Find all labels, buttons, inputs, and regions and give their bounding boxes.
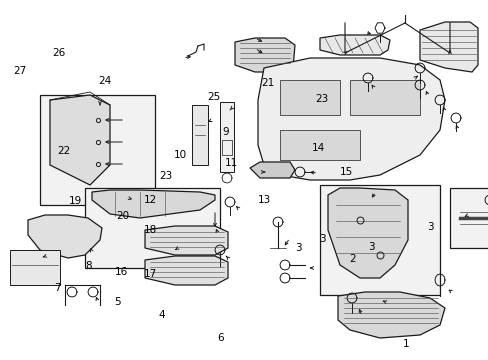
Text: 23: 23 <box>159 171 173 181</box>
Polygon shape <box>145 256 227 285</box>
Bar <box>449 188 488 248</box>
Bar <box>222 140 231 155</box>
Text: 10: 10 <box>173 150 186 160</box>
Bar <box>85 188 220 268</box>
Polygon shape <box>337 292 444 338</box>
Text: 21: 21 <box>261 78 274 88</box>
Text: 11: 11 <box>224 158 238 168</box>
Text: 2: 2 <box>348 254 355 264</box>
Polygon shape <box>258 58 444 180</box>
Polygon shape <box>28 215 102 258</box>
Text: 27: 27 <box>13 66 26 76</box>
Text: 18: 18 <box>143 225 157 235</box>
Text: 3: 3 <box>294 243 301 253</box>
Text: 8: 8 <box>85 261 92 271</box>
Text: 5: 5 <box>114 297 121 307</box>
Polygon shape <box>327 188 407 278</box>
Text: 3: 3 <box>367 242 374 252</box>
Text: 3: 3 <box>426 222 433 232</box>
Polygon shape <box>249 162 294 178</box>
Text: 13: 13 <box>257 195 270 205</box>
Polygon shape <box>145 226 227 255</box>
Bar <box>192 105 207 165</box>
Polygon shape <box>235 38 294 72</box>
Text: 9: 9 <box>222 127 229 138</box>
Text: 24: 24 <box>98 76 112 86</box>
Bar <box>40 95 155 205</box>
Bar <box>319 185 439 295</box>
Text: 4: 4 <box>158 310 164 320</box>
Text: 14: 14 <box>311 143 325 153</box>
Bar <box>280 80 339 115</box>
Text: 17: 17 <box>143 269 157 279</box>
Polygon shape <box>319 35 389 55</box>
Text: 16: 16 <box>114 267 128 277</box>
Text: 12: 12 <box>143 195 157 205</box>
Polygon shape <box>419 22 477 72</box>
Text: 1: 1 <box>402 339 408 349</box>
Polygon shape <box>50 95 110 185</box>
Bar <box>349 80 419 115</box>
Text: 15: 15 <box>339 167 352 177</box>
Bar <box>280 130 359 160</box>
Text: 23: 23 <box>314 94 328 104</box>
Text: 25: 25 <box>207 92 221 102</box>
Bar <box>10 250 60 285</box>
Text: 3: 3 <box>319 234 325 244</box>
Polygon shape <box>92 190 215 218</box>
Text: 19: 19 <box>69 196 82 206</box>
Text: 22: 22 <box>57 146 70 156</box>
Text: 20: 20 <box>117 211 129 221</box>
Text: 6: 6 <box>217 333 224 343</box>
Text: 7: 7 <box>54 283 61 293</box>
Bar <box>220 102 234 172</box>
Text: 26: 26 <box>52 48 65 58</box>
